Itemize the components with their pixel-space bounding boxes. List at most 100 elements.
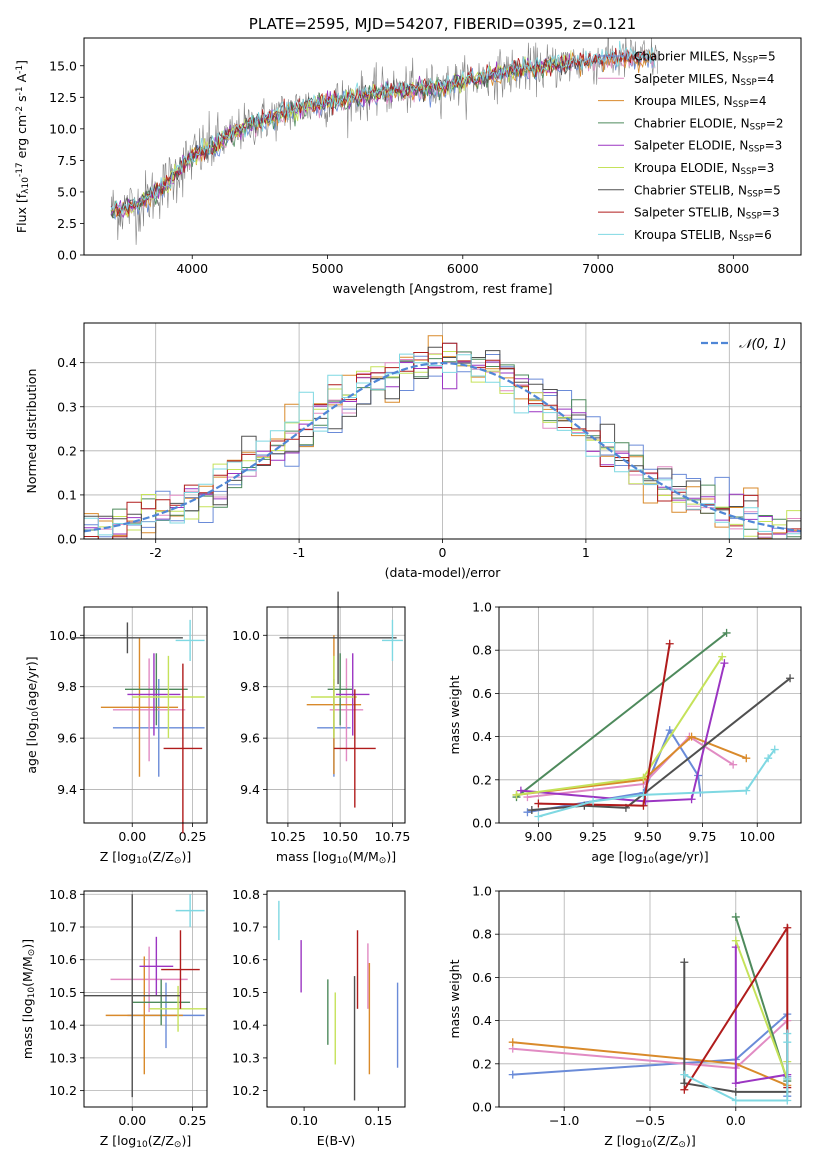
mass-weight-point xyxy=(783,1029,792,1038)
y-tick-label: 15.0 xyxy=(49,58,77,73)
mass-weight-point xyxy=(731,1079,740,1088)
axes-age-vs-Z: 0.00 0.25 9.4 9.6 9.8 10.0 Z [log10(Z/Z⊙)] age … xyxy=(24,606,208,866)
mass-weight-point xyxy=(720,659,729,668)
x-tick-label: 4000 xyxy=(176,261,208,276)
x-tick-label: 8000 xyxy=(717,261,749,276)
y-tick-label: 10.6 xyxy=(232,952,260,967)
mass-weight-point xyxy=(783,1038,792,1047)
residual-histogram-6 xyxy=(83,346,801,540)
y-tick-label: 0.4 xyxy=(472,729,492,744)
y-tick-label: 0.2 xyxy=(57,443,77,458)
plot-content xyxy=(71,619,205,834)
axes-frame xyxy=(266,890,406,1108)
mass-weight-line-5 xyxy=(734,940,789,1080)
axes-frame xyxy=(83,890,208,1108)
y-tick-label: 10.8 xyxy=(232,887,260,902)
y-tick-label: 10.6 xyxy=(49,952,77,967)
y-tick-label: 10.2 xyxy=(232,1083,260,1098)
axes-mass-weight-vs-Z: −1.0 −0.5 0.0 0.0 0.2 0.4 0.6 0.8 1.0 Z [log10(Z/… xyxy=(447,884,802,1150)
y-axis-label: age [log10(age/yr)] xyxy=(24,656,41,773)
mass-weight-point xyxy=(783,1074,792,1083)
x-tick-label: 10.75 xyxy=(375,829,411,844)
x-tick-label: 0.00 xyxy=(118,1113,146,1128)
x-axis-label: Z [log10(Z/Z⊙)] xyxy=(604,1133,695,1150)
x-tick-label: 10.25 xyxy=(270,829,306,844)
model-spectrum-line-7 xyxy=(110,47,656,216)
y-tick-label: 9.4 xyxy=(240,782,260,797)
mass-weight-point xyxy=(680,958,689,967)
y-tick-label: 10.3 xyxy=(232,1050,260,1065)
mass-weight-point xyxy=(718,652,727,661)
y-axis-label: Normed distribution xyxy=(24,369,39,494)
mass-weight-line-7 xyxy=(538,643,671,807)
y-tick-label: 10.0 xyxy=(49,628,77,643)
plot-content xyxy=(512,628,795,821)
mass-weight-point xyxy=(665,726,674,735)
axes-residuals: -2 -1 0 1 2 0.0 0.1 0.2 0.3 0.4 (data-model)/error… xyxy=(24,322,802,580)
x-tick-label: 0.25 xyxy=(179,829,207,844)
plot-content xyxy=(508,912,792,1105)
y-tick-label: 10.5 xyxy=(232,985,260,1000)
y-tick-label: 10.0 xyxy=(232,628,260,643)
x-axis-label: (data-model)/error xyxy=(385,565,502,580)
mass-weight-point xyxy=(641,797,650,806)
y-tick-label: 0.2 xyxy=(472,1056,492,1071)
mass-weight-point xyxy=(742,786,751,795)
y-axis-label: Flux [fλ10-17 erg cm-2 s-1 A-1] xyxy=(14,60,31,233)
mass-weight-point xyxy=(534,812,543,821)
y-tick-label: 0.3 xyxy=(57,399,77,414)
mass-weight-point xyxy=(527,806,536,815)
plot-content xyxy=(110,38,658,245)
legend-label: Chabrier MILES, NSSP=5 xyxy=(634,50,776,66)
y-axis-label: mass weight xyxy=(447,959,462,1038)
legend-label: Salpeter ELODIE, NSSP=3 xyxy=(634,139,782,155)
y-tick-label: 0.6 xyxy=(472,970,492,985)
plot-content xyxy=(83,335,802,540)
axes-age-vs-mass: 10.25 10.50 10.75 9.4 9.6 9.8 10.0 mass [log10(… xyxy=(232,591,411,866)
y-tick-label: 9.6 xyxy=(57,731,77,746)
x-tick-label: 5000 xyxy=(312,261,344,276)
y-tick-label: 0.4 xyxy=(472,1013,492,1028)
y-tick-label: 10.8 xyxy=(49,887,77,902)
x-axis-label: Z [log10(Z/Z⊙)] xyxy=(100,849,191,866)
mass-weight-point xyxy=(639,790,648,799)
mass-weight-point xyxy=(639,773,648,782)
y-tick-label: 0.0 xyxy=(472,1100,492,1115)
mass-weight-point xyxy=(731,912,740,921)
y-tick-label: 12.5 xyxy=(49,90,77,105)
y-tick-label: 0.0 xyxy=(57,532,77,547)
mass-weight-point xyxy=(508,1070,517,1079)
mass-weight-line-4 xyxy=(520,662,726,803)
mass-weight-point xyxy=(731,1096,740,1105)
axes-mass-weight-vs-age: 9.00 9.25 9.50 9.75 10.00 0.0 0.2 0.4 0.6 0.8 1.0 a… xyxy=(447,600,802,866)
mass-weight-point xyxy=(680,1085,689,1094)
legend-label: Kroupa STELIB, NSSP=6 xyxy=(634,228,772,244)
y-tick-label: 10.7 xyxy=(232,920,260,935)
axes-frame xyxy=(266,606,406,824)
legend-label: Kroupa MILES, NSSP=4 xyxy=(634,94,767,110)
y-tick-label: 2.5 xyxy=(57,216,77,231)
axes-frame xyxy=(83,322,802,540)
mass-weight-line-6 xyxy=(531,677,791,811)
x-tick-label: 0.25 xyxy=(179,1113,207,1128)
x-axis-label: age [log10(age/yr)] xyxy=(591,849,708,866)
x-tick-label: 7000 xyxy=(582,261,614,276)
y-tick-label: 10.0 xyxy=(49,121,77,136)
mass-weight-point xyxy=(729,760,738,769)
legend-label: Chabrier ELODIE, NSSP=2 xyxy=(634,116,783,132)
legend-label: Salpeter STELIB, NSSP=3 xyxy=(634,206,780,222)
spectrum-legend: Chabrier MILES, NSSP=5 Salpeter MILES, NS… xyxy=(598,50,783,244)
mass-weight-line-2 xyxy=(516,735,747,796)
legend-label: Chabrier STELIB, NSSP=5 xyxy=(634,183,781,199)
axes-frame xyxy=(83,606,208,824)
mass-weight-point xyxy=(639,801,648,810)
mass-weight-point xyxy=(687,795,696,804)
x-tick-label: 9.00 xyxy=(524,829,552,844)
y-tick-label: 1.0 xyxy=(472,600,492,615)
y-tick-label: 9.8 xyxy=(240,679,260,694)
y-axis-label: mass weight xyxy=(447,675,462,754)
axes-frame xyxy=(83,37,802,256)
plot-content xyxy=(84,894,207,1098)
mass-weight-point xyxy=(731,1087,740,1096)
y-tick-label: 10.3 xyxy=(49,1050,77,1065)
